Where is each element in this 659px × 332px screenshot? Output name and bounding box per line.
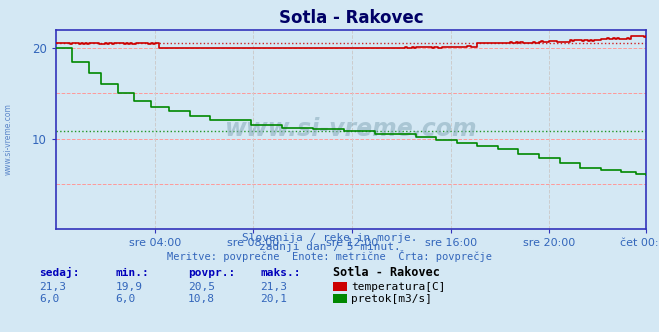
Text: Slovenija / reke in morje.: Slovenija / reke in morje. xyxy=(242,233,417,243)
Text: 21,3: 21,3 xyxy=(260,282,287,291)
Text: sedaj:: sedaj: xyxy=(40,267,80,278)
Text: Meritve: povprečne  Enote: metrične  Črta: povprečje: Meritve: povprečne Enote: metrične Črta:… xyxy=(167,250,492,262)
Text: 20,1: 20,1 xyxy=(260,294,287,304)
Text: 10,8: 10,8 xyxy=(188,294,215,304)
Text: 21,3: 21,3 xyxy=(40,282,67,291)
Text: zadnji dan / 5 minut.: zadnji dan / 5 minut. xyxy=(258,242,401,252)
Text: 6,0: 6,0 xyxy=(115,294,136,304)
Text: pretok[m3/s]: pretok[m3/s] xyxy=(351,294,432,304)
Text: temperatura[C]: temperatura[C] xyxy=(351,282,445,291)
Text: maks.:: maks.: xyxy=(260,268,301,278)
Text: Sotla - Rakovec: Sotla - Rakovec xyxy=(333,266,440,279)
Text: 6,0: 6,0 xyxy=(40,294,60,304)
Text: www.si-vreme.com: www.si-vreme.com xyxy=(225,118,477,141)
Text: 19,9: 19,9 xyxy=(115,282,142,291)
Title: Sotla - Rakovec: Sotla - Rakovec xyxy=(279,9,423,27)
Text: povpr.:: povpr.: xyxy=(188,268,235,278)
Text: min.:: min.: xyxy=(115,268,149,278)
Text: 20,5: 20,5 xyxy=(188,282,215,291)
Text: www.si-vreme.com: www.si-vreme.com xyxy=(3,104,13,175)
